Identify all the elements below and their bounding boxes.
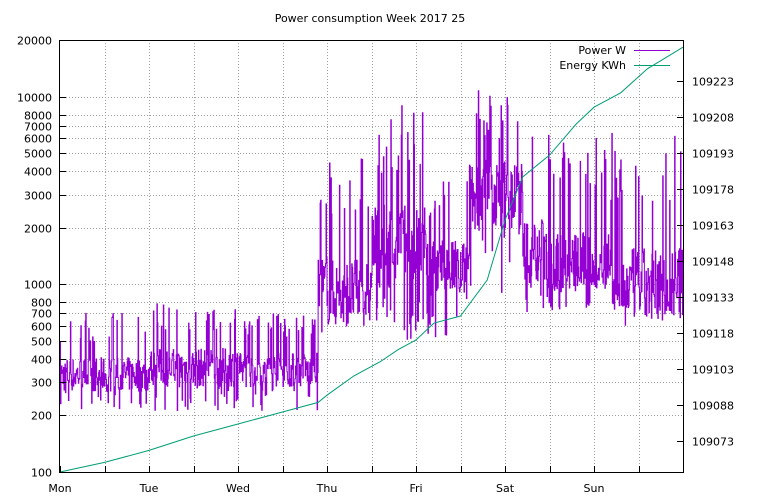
x-tick-label: Wed [226, 482, 250, 495]
energy-series [59, 46, 684, 473]
x-axis: Mon Tue Wed Thu Fri Sat Sun [48, 466, 684, 495]
left-tick-label: 300 [31, 377, 52, 390]
right-tick-label: 109103 [692, 364, 734, 377]
x-tick-label: Thu [316, 482, 338, 495]
right-tick-label: 109133 [692, 292, 734, 305]
left-tick-label: 100 [31, 467, 52, 480]
left-tick-label: 800 [31, 297, 52, 310]
power-line [60, 90, 683, 411]
right-axis: 109073 109088 109103 109118 109133 109148 1091… [677, 76, 734, 449]
right-tick-label: 109178 [692, 184, 734, 197]
right-tick-label: 109073 [692, 436, 734, 449]
left-tick-label: 7000 [24, 121, 52, 134]
x-tick-label: Mon [48, 482, 71, 495]
x-tick-label: Sat [496, 482, 515, 495]
right-tick-label: 109223 [692, 76, 734, 89]
left-tick-label: 200 [31, 410, 52, 423]
left-tick-label: 10000 [17, 92, 52, 105]
legend-label-power: Power W [578, 44, 626, 57]
left-tick-label: 700 [31, 308, 52, 321]
x-tick-label: Tue [139, 482, 159, 495]
left-tick-label: 500 [31, 336, 52, 349]
left-tick-label: 20000 [17, 35, 52, 48]
right-tick-label: 109208 [692, 112, 734, 125]
right-tick-label: 109118 [692, 328, 734, 341]
left-tick-label: 6000 [24, 133, 52, 146]
left-tick-label: 1000 [24, 279, 52, 292]
power-series [60, 90, 683, 411]
right-tick-label: 109088 [692, 400, 734, 413]
left-tick-label: 4000 [24, 166, 52, 179]
legend-label-energy: Energy KWh [559, 59, 626, 72]
x-tick-label: Sun [584, 482, 605, 495]
right-tick-label: 109193 [692, 148, 734, 161]
plot-frame [59, 40, 684, 473]
left-tick-label: 600 [31, 321, 52, 334]
energy-line [59, 46, 684, 473]
chart-title: Power consumption Week 2017 25 [275, 12, 466, 25]
right-tick-label: 109163 [692, 220, 734, 233]
right-tick-label: 109148 [692, 256, 734, 269]
x-tick-label: Fri [409, 482, 422, 495]
left-tick-label: 3000 [24, 190, 52, 203]
left-tick-label: 400 [31, 354, 52, 367]
legend: Power W Energy KWh [559, 44, 670, 72]
left-tick-label: 8000 [24, 110, 52, 123]
left-tick-label: 5000 [24, 148, 52, 161]
left-tick-label: 2000 [24, 223, 52, 236]
